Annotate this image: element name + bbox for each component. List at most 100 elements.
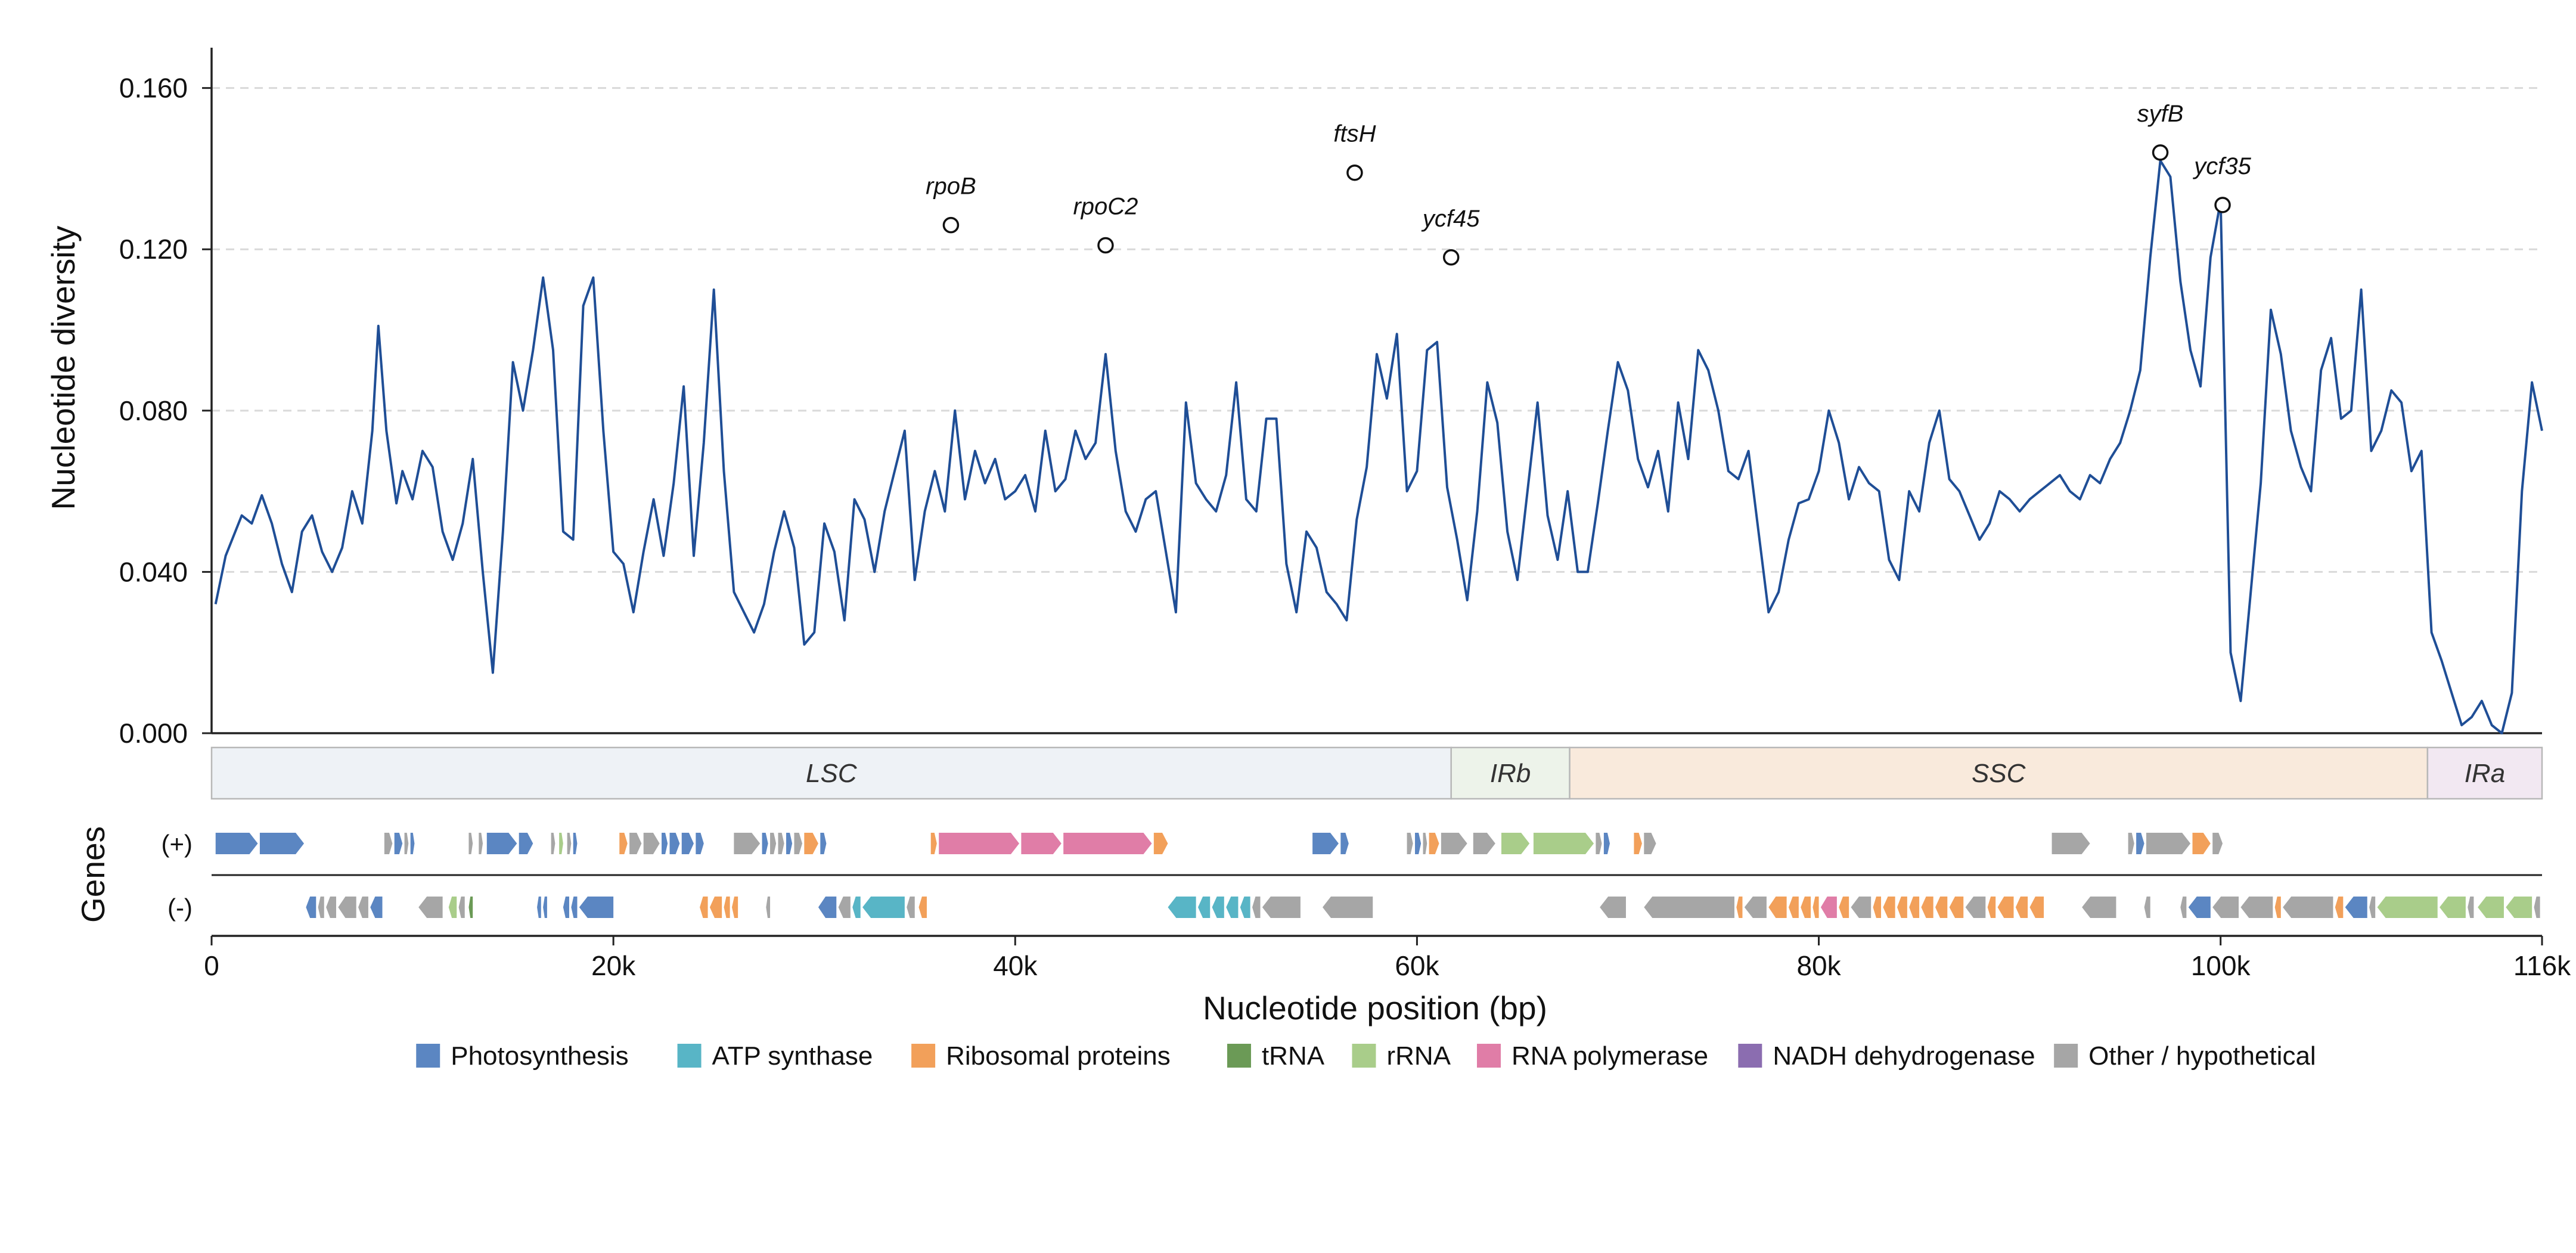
- gene-block-other: [1965, 897, 1986, 918]
- gene-block-rnapol: [1063, 833, 1152, 854]
- gene-block-rrna: [2506, 897, 2532, 918]
- gene-block-ribosomal: [1883, 897, 1895, 918]
- x-tick-label: 0: [204, 950, 219, 981]
- gene-block-atp: [862, 897, 905, 918]
- gene-block-other: [1644, 833, 1656, 854]
- gene-block-other: [384, 833, 393, 854]
- gene-block-other: [2212, 897, 2239, 918]
- gene-block-other: [2240, 897, 2273, 918]
- x-tick-label: 60k: [1395, 950, 1439, 981]
- gene-block-photosynthesis: [306, 897, 316, 918]
- y-tick-label: 0.120: [119, 234, 188, 265]
- gene-block-ribosomal: [804, 833, 818, 854]
- gene-block-photosynthesis: [681, 833, 694, 854]
- legend-label-rrna: rRNA: [1386, 1041, 1451, 1071]
- x-tick-label: 100k: [2191, 950, 2251, 981]
- gene-block-other: [468, 833, 473, 854]
- peak-marker: [2214, 197, 2231, 213]
- gene-block-photosynthesis: [786, 833, 793, 854]
- gene-block-photosynthesis: [696, 833, 704, 854]
- gene-block-other: [2180, 897, 2187, 918]
- gene-block-ribosomal: [918, 897, 927, 918]
- gene-block-other: [643, 833, 660, 854]
- gene-block-ribosomal: [1768, 897, 1787, 918]
- peak-annotations: rpoB rpoC2 ftsH ycf45 syfB ycf35: [926, 101, 2252, 266]
- gene-block-other: [404, 833, 409, 854]
- peak-gene-label: ftsH: [1333, 121, 1376, 147]
- gene-block-rnapol: [1820, 897, 1837, 918]
- gene-block-photosynthesis: [563, 897, 569, 918]
- gene-block-other: [734, 833, 761, 854]
- x-tick-label: 40k: [993, 950, 1038, 981]
- gene-block-ribosomal: [2029, 897, 2044, 918]
- gene-block-other: [794, 833, 802, 854]
- region-label: LSC: [806, 759, 858, 788]
- gene-block-ribosomal: [1736, 897, 1743, 918]
- gene-block-atp: [1168, 897, 1196, 918]
- gene-block-photosynthesis: [1340, 833, 1349, 854]
- gene-block-other: [2212, 833, 2223, 854]
- gene-block-other: [326, 897, 336, 918]
- legend-swatch-rnapol: [1477, 1044, 1501, 1068]
- peak-marker: [942, 216, 960, 234]
- gene-block-rrna: [2440, 897, 2466, 918]
- x-tick-label: 20k: [591, 950, 636, 981]
- legend-swatch-ndh: [1738, 1044, 1762, 1068]
- diversity-series: [214, 159, 2543, 734]
- gene-block-other: [2283, 897, 2333, 918]
- gene-block-ribosomal: [1801, 897, 1811, 918]
- gene-block-photosynthesis: [519, 833, 533, 854]
- gene-block-ribosomal: [1921, 897, 1933, 918]
- gene-block-other: [1600, 897, 1626, 918]
- gene-block-other: [1423, 833, 1427, 854]
- gene-block-other: [2052, 833, 2090, 854]
- gene-block-ribosomal: [1839, 897, 1849, 918]
- gene-block-ribosomal: [1997, 897, 2014, 918]
- strand-label: (+): [162, 830, 193, 858]
- gene-block-other: [1441, 833, 1467, 854]
- y-axis-title: Nucleotide diversity: [45, 225, 82, 510]
- legend-label-rnapol: RNA polymerase: [1512, 1041, 1708, 1071]
- gene-block-trna: [468, 897, 473, 918]
- y-tick-label: 0.160: [119, 73, 188, 104]
- gene-block-ribosomal: [1429, 833, 1439, 854]
- gene-block-other: [338, 897, 356, 918]
- gene-block-rrna: [1501, 833, 1530, 854]
- gene-block-other: [2144, 897, 2150, 918]
- gene-block-photosynthesis: [669, 833, 680, 854]
- peak-marker: [1097, 237, 1114, 254]
- gene-block-photosynthesis: [571, 897, 578, 918]
- gene-block-ribosomal: [700, 897, 708, 918]
- gene-block-other: [1262, 897, 1301, 918]
- peak-marker: [2152, 144, 2169, 161]
- gene-block-other: [567, 833, 572, 854]
- gene-block-other: [838, 897, 851, 918]
- legend-label-trna: tRNA: [1262, 1041, 1325, 1071]
- gene-block-other: [479, 833, 483, 854]
- peak-gene-label: ycf35: [2192, 153, 2251, 179]
- gene-block-photosynthesis: [820, 833, 827, 854]
- gene-block-other: [458, 897, 465, 918]
- gene-block-photosynthesis: [410, 833, 415, 854]
- gene-block-ribosomal: [2335, 897, 2344, 918]
- gene-block-other: [2534, 897, 2540, 918]
- region-ira: [2426, 746, 2543, 800]
- gene-block-rrna: [448, 897, 457, 918]
- gene-block-ribosomal: [930, 833, 937, 854]
- peak-gene-label: ycf45: [1421, 206, 1480, 232]
- gene-block-other: [778, 833, 784, 854]
- gene-block-ribosomal: [1949, 897, 1964, 918]
- gene-block-photosynthesis: [1603, 833, 1610, 854]
- region-lsc: [210, 746, 1452, 800]
- gene-block-photosynthesis: [762, 833, 768, 854]
- peak-gene-label: rpoB: [926, 173, 976, 200]
- x-axis-title: Nucleotide position (bp): [1203, 990, 1547, 1026]
- gene-block-atp: [1226, 897, 1239, 918]
- gene-block-other: [1644, 897, 1734, 918]
- y-tick-label: 0.040: [119, 556, 188, 587]
- gene-block-rrna: [1533, 833, 1594, 854]
- gene-block-other: [907, 897, 915, 918]
- grid-lines: [212, 87, 2542, 573]
- gene-block-photosynthesis: [573, 833, 578, 854]
- gene-block-other: [1252, 897, 1261, 918]
